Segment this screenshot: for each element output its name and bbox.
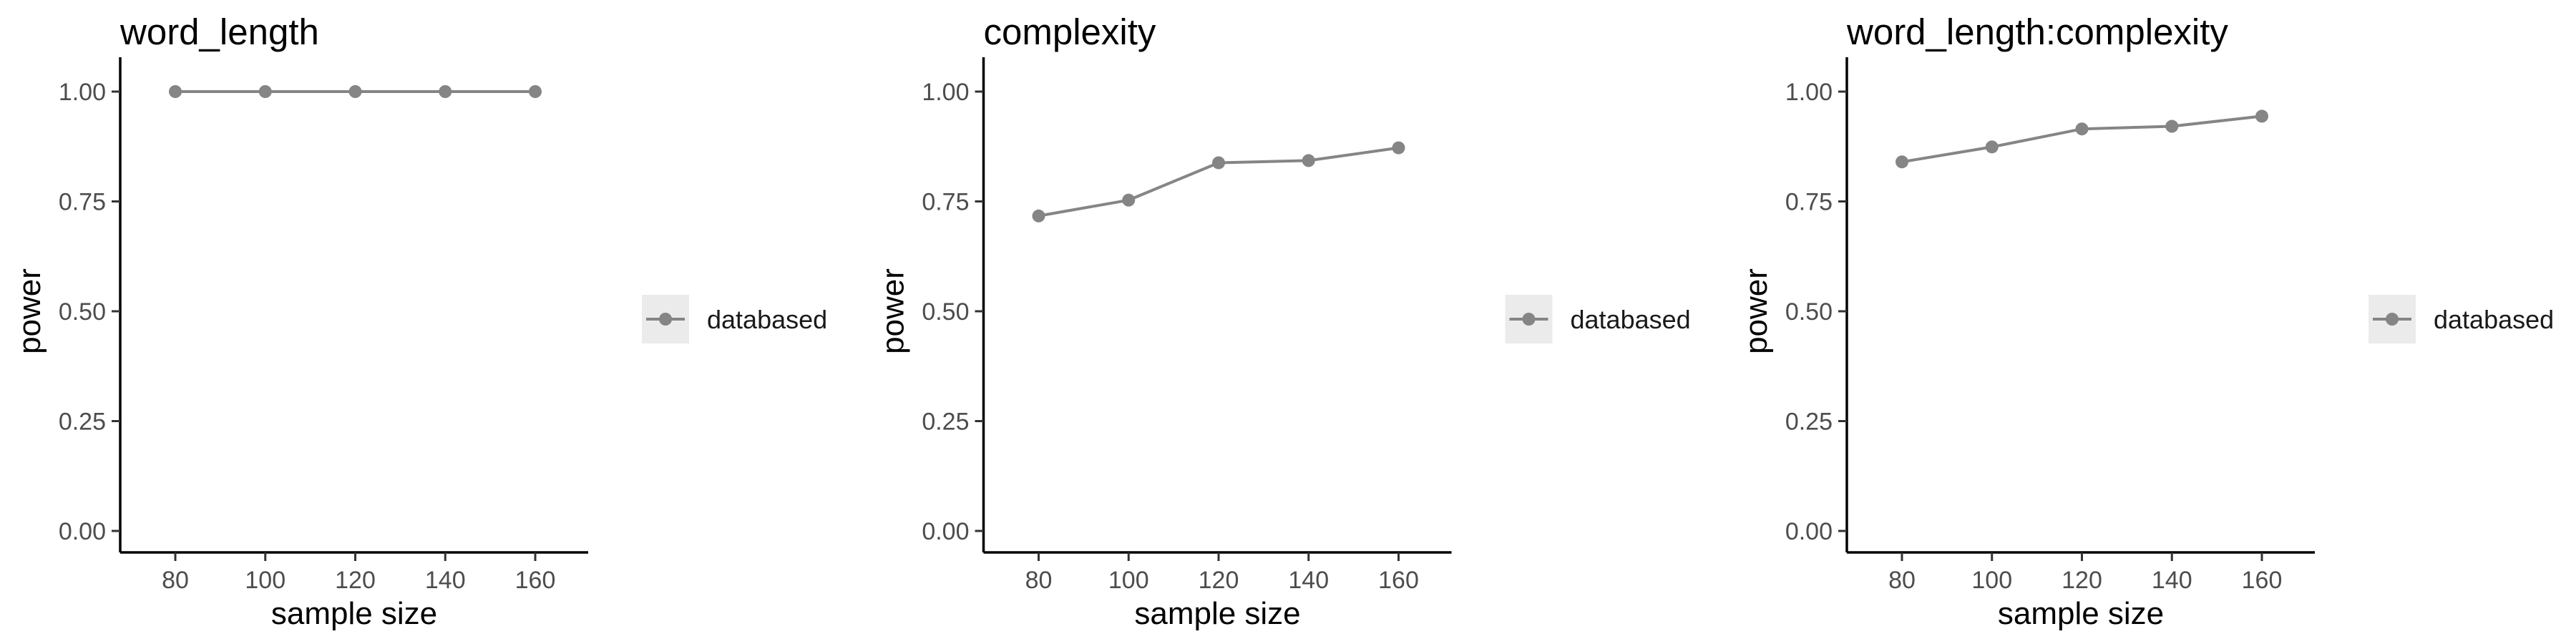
- chart-panel-3: word_length:complexity 0.00 0.25 0.50 0.75 1.…: [1739, 11, 2554, 631]
- data-point: [2165, 119, 2179, 133]
- x-tick-label: 120: [1199, 567, 1239, 594]
- panel-title: word_length: [119, 11, 319, 52]
- legend-label: databased: [1571, 305, 1691, 334]
- panel-title: word_length:complexity: [1846, 11, 2228, 52]
- panel-title: complexity: [984, 11, 1156, 52]
- data-point: [529, 85, 542, 98]
- legend-key-point: [2386, 313, 2399, 326]
- y-tick-label: 0.50: [1785, 298, 1833, 326]
- y-tick-label: 0.75: [922, 189, 969, 216]
- data-point: [1896, 155, 1908, 169]
- x-tick-label: 80: [162, 567, 189, 594]
- y-tick-label: 1.00: [1785, 79, 1833, 106]
- x-axis-title: sample size: [271, 596, 437, 631]
- legend-key-point: [659, 313, 672, 326]
- data-point: [1032, 209, 1045, 223]
- legend-label: databased: [707, 305, 827, 334]
- x-tick-label: 100: [245, 567, 286, 594]
- data-point: [258, 85, 272, 98]
- data-point: [1985, 140, 1999, 154]
- data-point: [1302, 154, 1315, 167]
- x-tick-label: 140: [1288, 567, 1329, 594]
- x-tick-label: 160: [2242, 567, 2283, 594]
- x-tick-label: 140: [425, 567, 466, 594]
- y-axis-title: power: [1739, 268, 1774, 354]
- x-tick-label: 80: [1888, 567, 1916, 594]
- data-point: [1122, 193, 1136, 207]
- y-tick-label: 0.25: [922, 409, 969, 436]
- data-point: [1212, 156, 1225, 170]
- x-tick-label: 120: [2062, 567, 2102, 594]
- data-point: [348, 85, 362, 98]
- x-tick-label: 160: [515, 567, 556, 594]
- x-tick-label: 100: [1108, 567, 1149, 594]
- y-tick-label: 0.75: [59, 189, 106, 216]
- x-tick-label: 100: [1971, 567, 2012, 594]
- y-tick-label: 0.00: [59, 518, 106, 545]
- data-point: [1392, 141, 1405, 155]
- x-tick-label: 120: [335, 567, 376, 594]
- chart-panel-1: word_length 0.00 0.25 0.50 0.75 1.00 80 100 120 1…: [12, 11, 827, 631]
- y-tick-label: 0.50: [59, 298, 106, 326]
- y-axis-title: power: [12, 268, 47, 354]
- y-tick-label: 0.00: [922, 518, 969, 545]
- y-tick-label: 1.00: [922, 79, 969, 106]
- x-tick-label: 80: [1025, 567, 1053, 594]
- data-point: [2255, 109, 2268, 123]
- legend-label: databased: [2434, 305, 2554, 334]
- chart-panel-2: complexity 0.00 0.25 0.50 0.75 1.00 80 100 120 14…: [876, 11, 1691, 631]
- y-tick-label: 0.00: [1785, 518, 1833, 545]
- data-point: [439, 85, 452, 98]
- y-tick-label: 0.25: [1785, 409, 1833, 436]
- y-axis-title: power: [876, 268, 911, 354]
- legend-key-point: [1522, 313, 1536, 326]
- y-tick-label: 1.00: [59, 79, 106, 106]
- x-tick-label: 160: [1378, 567, 1419, 594]
- data-point: [169, 85, 182, 98]
- x-axis-title: sample size: [1998, 596, 2164, 631]
- data-point: [2075, 122, 2089, 136]
- x-axis-title: sample size: [1134, 596, 1300, 631]
- y-tick-label: 0.50: [922, 298, 969, 326]
- y-tick-label: 0.75: [1785, 189, 1833, 216]
- y-tick-label: 0.25: [59, 409, 106, 436]
- x-tick-label: 140: [2152, 567, 2192, 594]
